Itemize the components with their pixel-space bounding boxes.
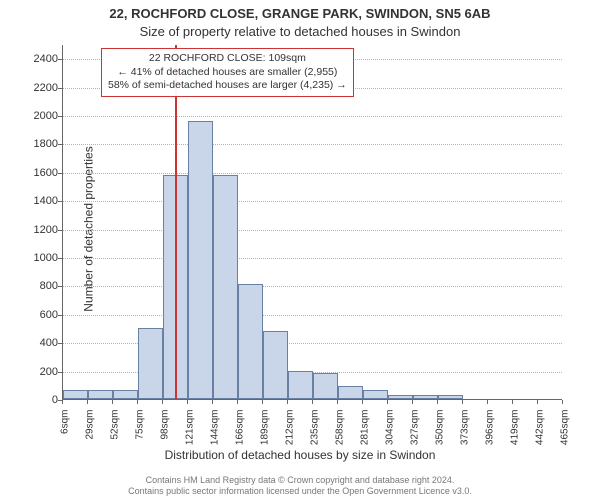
histogram-bar — [388, 395, 413, 399]
gridline — [63, 315, 562, 316]
x-tick-mark — [312, 400, 313, 404]
gridline — [63, 201, 562, 202]
x-tick-mark — [362, 400, 363, 404]
x-axis-label: Distribution of detached houses by size … — [0, 448, 600, 462]
y-tick-mark — [58, 286, 62, 287]
histogram-bar — [113, 390, 138, 399]
y-tick-mark — [58, 144, 62, 145]
x-tick-mark — [162, 400, 163, 404]
x-tick-mark — [562, 400, 563, 404]
footnote: Contains HM Land Registry data © Crown c… — [0, 475, 600, 498]
y-tick-label: 800 — [18, 280, 58, 292]
y-tick-mark — [58, 230, 62, 231]
x-tick-mark — [112, 400, 113, 404]
histogram-bar — [263, 331, 288, 399]
histogram-bar — [63, 390, 88, 399]
histogram-bar — [313, 373, 338, 399]
x-tick-mark — [412, 400, 413, 404]
y-tick-label: 1400 — [18, 195, 58, 207]
x-tick-mark — [137, 400, 138, 404]
x-tick-mark — [87, 400, 88, 404]
x-tick-mark — [462, 400, 463, 404]
y-tick-label: 0 — [18, 394, 58, 406]
histogram-bar — [288, 371, 313, 399]
y-tick-label: 400 — [18, 337, 58, 349]
histogram-bar — [88, 390, 113, 399]
y-tick-label: 2400 — [18, 53, 58, 65]
gridline — [63, 173, 562, 174]
gridline — [63, 144, 562, 145]
y-tick-mark — [58, 173, 62, 174]
y-tick-mark — [58, 59, 62, 60]
y-tick-mark — [58, 258, 62, 259]
histogram-bar — [363, 390, 388, 399]
chart-title-line1: 22, ROCHFORD CLOSE, GRANGE PARK, SWINDON… — [0, 6, 600, 21]
y-tick-label: 600 — [18, 309, 58, 321]
x-tick-mark — [187, 400, 188, 404]
x-tick-mark — [437, 400, 438, 404]
chart-title-line2: Size of property relative to detached ho… — [0, 24, 600, 39]
plot-area — [62, 45, 562, 400]
annotation-line3: 58% of semi-detached houses are larger (… — [108, 79, 347, 91]
histogram-bar — [188, 121, 213, 399]
histogram-bar — [338, 386, 363, 399]
x-tick-mark — [262, 400, 263, 404]
y-tick-label: 1200 — [18, 224, 58, 236]
histogram-bar — [138, 328, 163, 399]
gridline — [63, 116, 562, 117]
y-tick-label: 1800 — [18, 138, 58, 150]
histogram-bar — [413, 395, 438, 399]
histogram-bar — [213, 175, 238, 399]
y-tick-mark — [58, 88, 62, 89]
annotation-line1: 22 ROCHFORD CLOSE: 109sqm — [149, 52, 306, 64]
y-tick-label: 1600 — [18, 167, 58, 179]
y-tick-label: 2200 — [18, 82, 58, 94]
y-tick-label: 2000 — [18, 110, 58, 122]
x-tick-mark — [537, 400, 538, 404]
x-tick-mark — [487, 400, 488, 404]
y-tick-mark — [58, 315, 62, 316]
y-tick-label: 200 — [18, 366, 58, 378]
chart-container: 22, ROCHFORD CLOSE, GRANGE PARK, SWINDON… — [0, 0, 600, 500]
y-tick-mark — [58, 343, 62, 344]
gridline — [63, 286, 562, 287]
x-tick-mark — [237, 400, 238, 404]
footnote-line2: Contains public sector information licen… — [128, 486, 472, 496]
y-tick-label: 1000 — [18, 252, 58, 264]
gridline — [63, 258, 562, 259]
annotation-line2: ← 41% of detached houses are smaller (2,… — [117, 66, 337, 78]
x-tick-mark — [212, 400, 213, 404]
x-tick-mark — [337, 400, 338, 404]
y-tick-mark — [58, 116, 62, 117]
annotation-box: 22 ROCHFORD CLOSE: 109sqm ← 41% of detach… — [101, 48, 354, 97]
x-tick-mark — [512, 400, 513, 404]
footnote-line1: Contains HM Land Registry data © Crown c… — [146, 475, 455, 485]
reference-line — [175, 45, 177, 399]
histogram-bar — [438, 395, 463, 399]
x-tick-mark — [287, 400, 288, 404]
x-tick-mark — [62, 400, 63, 404]
x-tick-mark — [387, 400, 388, 404]
gridline — [63, 230, 562, 231]
y-tick-mark — [58, 201, 62, 202]
histogram-bar — [238, 284, 263, 399]
y-tick-mark — [58, 372, 62, 373]
